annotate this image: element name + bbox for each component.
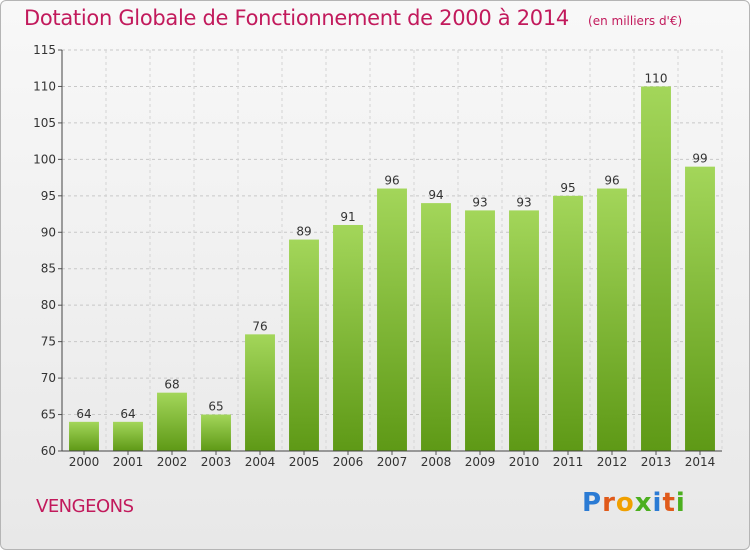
y-tick-label: 60 bbox=[41, 444, 56, 458]
x-tick-label: 2004 bbox=[245, 455, 276, 469]
data-label: 95 bbox=[560, 181, 575, 195]
chart-title: Dotation Globale de Fonctionnement de 20… bbox=[24, 6, 569, 30]
y-tick-label: 70 bbox=[41, 371, 56, 385]
data-label: 91 bbox=[340, 210, 355, 224]
y-tick-label: 105 bbox=[33, 116, 56, 130]
commune-name: VENGEONS bbox=[36, 496, 134, 517]
data-label: 68 bbox=[164, 378, 179, 392]
axes bbox=[58, 49, 722, 455]
x-tick-label: 2007 bbox=[377, 455, 408, 469]
chart-header: Dotation Globale de Fonctionnement de 20… bbox=[24, 6, 682, 30]
bar bbox=[245, 334, 275, 451]
y-tick-label: 75 bbox=[41, 335, 56, 349]
chart-unit: (en milliers d'€) bbox=[588, 14, 683, 28]
x-tick-label: 2003 bbox=[201, 455, 232, 469]
data-label: 65 bbox=[208, 400, 223, 414]
x-tick-label: 2005 bbox=[289, 455, 320, 469]
bar bbox=[113, 421, 143, 451]
bar bbox=[157, 392, 187, 451]
data-label: 89 bbox=[296, 225, 311, 239]
x-tick-label: 2000 bbox=[69, 455, 100, 469]
x-tick-label: 2001 bbox=[113, 455, 144, 469]
y-tick-label: 65 bbox=[41, 408, 56, 422]
x-tick-label: 2014 bbox=[685, 455, 716, 469]
labels: 60 65 70 75 80 85 90 95 100 105 110 115 64 2000 64 2001… bbox=[33, 43, 715, 469]
data-label: 96 bbox=[604, 174, 619, 188]
bar bbox=[201, 414, 231, 451]
bar bbox=[421, 203, 451, 451]
x-tick-label: 2002 bbox=[157, 455, 188, 469]
x-tick-label: 2013 bbox=[641, 455, 672, 469]
y-tick-label: 85 bbox=[41, 262, 56, 276]
bar bbox=[597, 188, 627, 451]
y-tick-label: 80 bbox=[41, 298, 56, 312]
bar bbox=[465, 210, 495, 451]
data-label: 93 bbox=[516, 195, 531, 209]
data-label: 64 bbox=[76, 407, 91, 421]
y-tick-label: 110 bbox=[33, 79, 56, 93]
bar bbox=[333, 224, 363, 451]
x-tick-label: 2009 bbox=[465, 455, 496, 469]
bar bbox=[509, 210, 539, 451]
bars bbox=[69, 86, 715, 452]
bar bbox=[377, 188, 407, 451]
y-tick-label: 100 bbox=[33, 152, 56, 166]
x-tick-label: 2008 bbox=[421, 455, 452, 469]
y-tick-label: 95 bbox=[41, 189, 56, 203]
proxiti-logo[interactable]: Proxiti bbox=[582, 488, 686, 518]
data-label: 76 bbox=[252, 319, 267, 333]
y-tick-label: 90 bbox=[41, 225, 56, 239]
bar bbox=[69, 421, 99, 451]
x-tick-label: 2010 bbox=[509, 455, 540, 469]
x-tick-label: 2011 bbox=[553, 455, 584, 469]
x-tick-label: 2006 bbox=[333, 455, 364, 469]
bar bbox=[289, 239, 319, 451]
y-tick-label: 115 bbox=[33, 43, 56, 57]
bar bbox=[553, 195, 583, 451]
bar bbox=[641, 86, 671, 452]
data-label: 94 bbox=[428, 188, 443, 202]
x-tick-label: 2012 bbox=[597, 455, 628, 469]
data-label: 93 bbox=[472, 195, 487, 209]
data-label: 96 bbox=[384, 174, 399, 188]
data-label: 110 bbox=[645, 71, 668, 85]
data-label: 64 bbox=[120, 407, 135, 421]
bar bbox=[685, 166, 715, 451]
data-label: 99 bbox=[692, 152, 707, 166]
